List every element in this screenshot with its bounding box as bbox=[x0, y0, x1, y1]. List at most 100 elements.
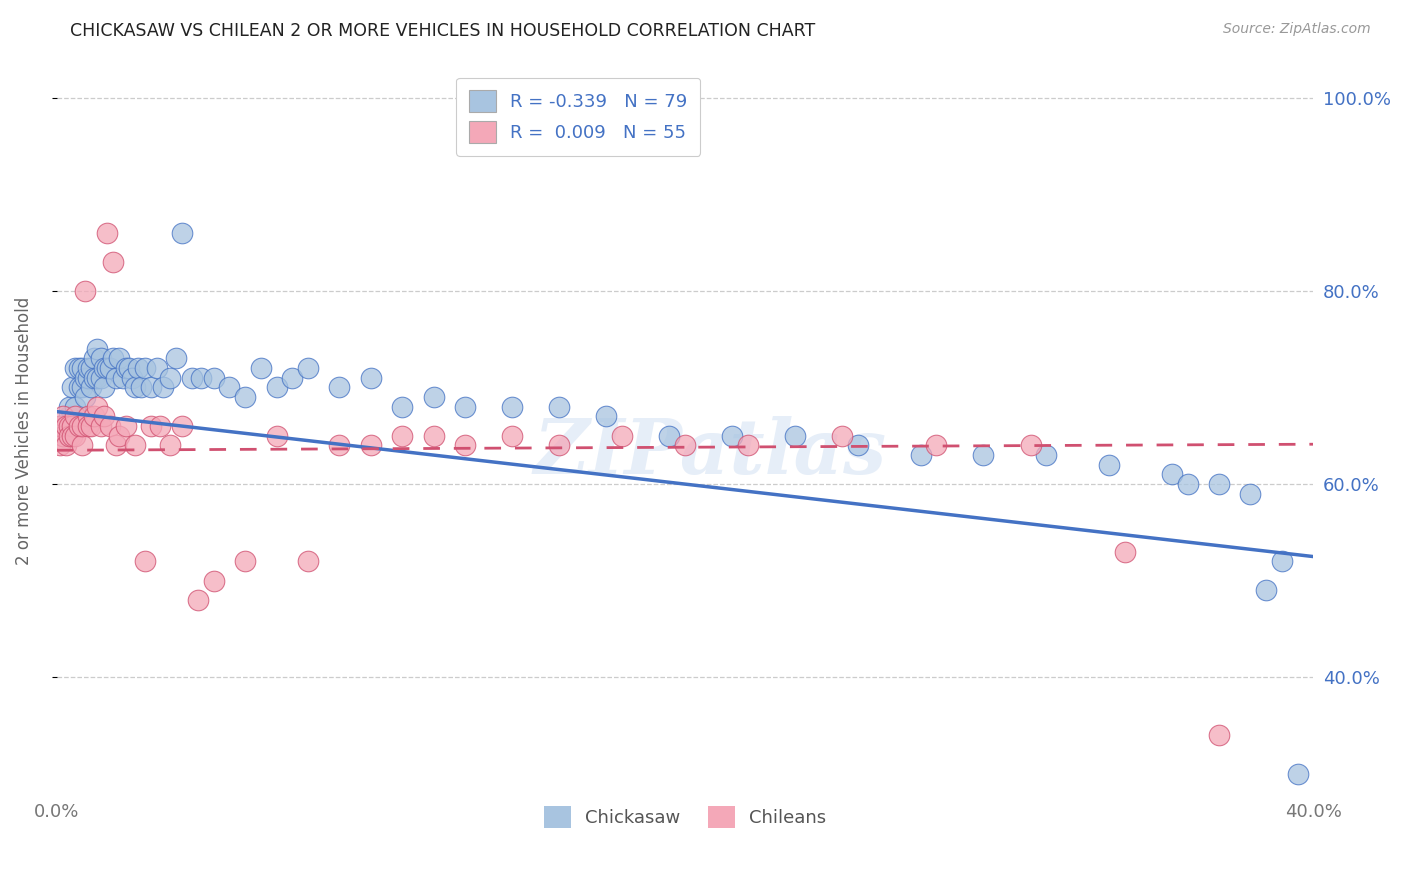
Point bbox=[93, 361, 115, 376]
Point bbox=[159, 371, 181, 385]
Point bbox=[422, 390, 444, 404]
Point bbox=[65, 429, 87, 443]
Point bbox=[1177, 477, 1199, 491]
Point bbox=[673, 438, 696, 452]
Point bbox=[90, 419, 112, 434]
Point bbox=[77, 361, 100, 376]
Point bbox=[114, 419, 136, 434]
Point bbox=[90, 371, 112, 385]
Y-axis label: 2 or more Vehicles in Household: 2 or more Vehicles in Household bbox=[15, 297, 32, 565]
Point bbox=[454, 400, 477, 414]
Point bbox=[152, 380, 174, 394]
Point bbox=[124, 380, 146, 394]
Point bbox=[52, 409, 75, 424]
Point bbox=[83, 351, 105, 366]
Point bbox=[972, 448, 994, 462]
Point bbox=[297, 361, 319, 376]
Point bbox=[60, 419, 83, 434]
Point bbox=[1161, 467, 1184, 482]
Point bbox=[67, 361, 90, 376]
Point bbox=[98, 361, 121, 376]
Point bbox=[360, 438, 382, 452]
Point bbox=[149, 419, 172, 434]
Point bbox=[180, 371, 202, 385]
Point bbox=[83, 409, 105, 424]
Point bbox=[1256, 583, 1278, 598]
Point bbox=[328, 438, 350, 452]
Point bbox=[139, 380, 162, 394]
Point bbox=[127, 361, 149, 376]
Point bbox=[105, 438, 128, 452]
Point bbox=[70, 419, 93, 434]
Point bbox=[60, 419, 83, 434]
Point bbox=[114, 361, 136, 376]
Point bbox=[595, 409, 617, 424]
Legend: Chickasaw, Chileans: Chickasaw, Chileans bbox=[537, 798, 834, 835]
Point bbox=[67, 419, 90, 434]
Point bbox=[1019, 438, 1042, 452]
Text: Source: ZipAtlas.com: Source: ZipAtlas.com bbox=[1223, 22, 1371, 37]
Point bbox=[124, 438, 146, 452]
Point bbox=[266, 380, 288, 394]
Point bbox=[73, 284, 96, 298]
Point bbox=[1208, 477, 1230, 491]
Point bbox=[67, 419, 90, 434]
Point bbox=[121, 371, 143, 385]
Point bbox=[67, 380, 90, 394]
Point bbox=[281, 371, 304, 385]
Point bbox=[52, 429, 75, 443]
Point bbox=[190, 371, 212, 385]
Point bbox=[1114, 545, 1136, 559]
Point bbox=[233, 554, 256, 568]
Point bbox=[391, 400, 413, 414]
Point bbox=[658, 429, 681, 443]
Point bbox=[70, 438, 93, 452]
Point bbox=[96, 226, 118, 240]
Point bbox=[146, 361, 169, 376]
Point bbox=[454, 438, 477, 452]
Point bbox=[202, 574, 225, 588]
Point bbox=[233, 390, 256, 404]
Point bbox=[80, 361, 103, 376]
Point bbox=[70, 361, 93, 376]
Point bbox=[73, 371, 96, 385]
Point bbox=[1239, 487, 1261, 501]
Point bbox=[55, 419, 77, 434]
Point bbox=[172, 419, 194, 434]
Point bbox=[101, 255, 124, 269]
Point bbox=[108, 429, 131, 443]
Point bbox=[721, 429, 744, 443]
Point bbox=[77, 419, 100, 434]
Point bbox=[60, 429, 83, 443]
Point bbox=[266, 429, 288, 443]
Point bbox=[58, 409, 80, 424]
Point bbox=[501, 400, 523, 414]
Point bbox=[737, 438, 759, 452]
Point bbox=[328, 380, 350, 394]
Point bbox=[1035, 448, 1057, 462]
Point bbox=[134, 554, 156, 568]
Point bbox=[1208, 728, 1230, 742]
Point bbox=[910, 448, 932, 462]
Point bbox=[1271, 554, 1294, 568]
Text: CHICKASAW VS CHILEAN 2 OR MORE VEHICLES IN HOUSEHOLD CORRELATION CHART: CHICKASAW VS CHILEAN 2 OR MORE VEHICLES … bbox=[70, 22, 815, 40]
Point bbox=[422, 429, 444, 443]
Point bbox=[172, 226, 194, 240]
Point bbox=[58, 400, 80, 414]
Point bbox=[86, 342, 108, 356]
Point bbox=[250, 361, 273, 376]
Point bbox=[65, 361, 87, 376]
Point bbox=[139, 419, 162, 434]
Point bbox=[131, 380, 153, 394]
Point bbox=[925, 438, 948, 452]
Point bbox=[65, 409, 87, 424]
Point bbox=[52, 429, 75, 443]
Point bbox=[165, 351, 187, 366]
Point bbox=[86, 400, 108, 414]
Point bbox=[105, 371, 128, 385]
Point bbox=[501, 429, 523, 443]
Point bbox=[118, 361, 141, 376]
Point bbox=[610, 429, 633, 443]
Point bbox=[55, 419, 77, 434]
Point bbox=[187, 593, 209, 607]
